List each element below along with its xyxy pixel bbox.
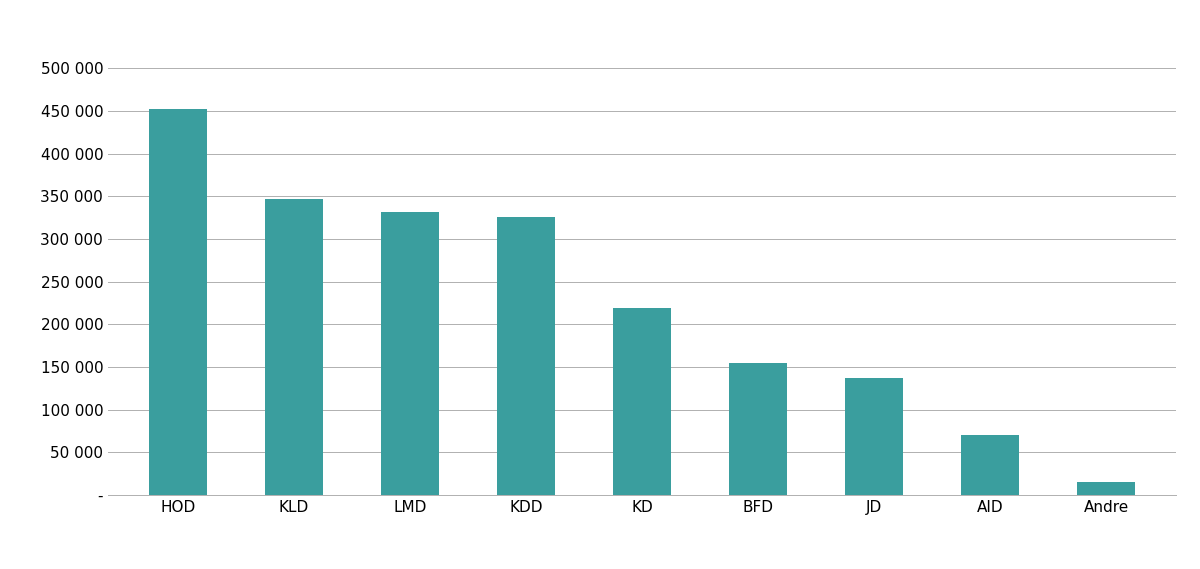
Bar bbox=[1078, 483, 1135, 495]
Bar bbox=[380, 212, 439, 495]
Bar bbox=[497, 217, 554, 495]
Bar bbox=[730, 363, 787, 495]
Bar bbox=[961, 435, 1019, 495]
Bar bbox=[265, 199, 323, 495]
Bar bbox=[845, 378, 904, 495]
Bar bbox=[149, 109, 206, 495]
Bar bbox=[613, 308, 671, 495]
